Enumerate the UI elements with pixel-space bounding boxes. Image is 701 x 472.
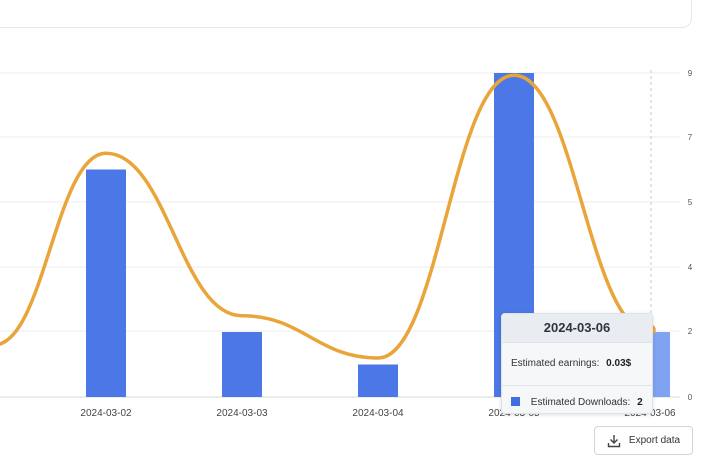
tooltip-downloads-row: Estimated Downloads: 2 xyxy=(502,392,652,414)
tooltip-earnings-label: Estimated earnings: xyxy=(511,358,600,369)
tooltip-date: 2024-03-06 xyxy=(502,314,652,343)
y-axis-tick-label: 4 xyxy=(688,263,693,272)
y-axis-tick-label: 0 xyxy=(688,393,693,402)
y-axis-tick-label: 2 xyxy=(688,327,693,336)
y-axis-tick-label: 5 xyxy=(688,198,693,207)
y-axis-tick-label: 7 xyxy=(688,133,693,142)
bar-2024-03-04 xyxy=(358,364,398,397)
y-axis-tick-label: 9 xyxy=(688,69,693,78)
x-axis-tick-label: 2024-03-03 xyxy=(216,408,268,419)
downloads-swatch-icon xyxy=(511,396,520,406)
tooltip-divider xyxy=(502,385,652,386)
tooltip-downloads-label: Estimated Downloads: xyxy=(530,397,631,408)
bar-2024-03-03 xyxy=(222,332,262,397)
tooltip-downloads-value: 2 xyxy=(637,397,643,408)
earnings-line xyxy=(0,73,652,360)
x-axis-tick-label: 2024-03-02 xyxy=(80,408,132,419)
bar-2024-03-02 xyxy=(86,169,126,397)
tooltip-earnings-value: 0.03$ xyxy=(606,358,632,369)
x-axis-tick-label: 2024-03-04 xyxy=(352,408,404,419)
export-data-label: Export data xyxy=(628,435,681,446)
download-icon xyxy=(607,434,621,448)
tooltip-earnings-row: Estimated earnings: 0.03$ xyxy=(502,353,652,375)
chart-tooltip: 2024-03-06 Estimated earnings: 0.03$ Est… xyxy=(501,313,653,414)
top-card xyxy=(0,0,692,28)
export-data-button[interactable]: Export data xyxy=(594,426,693,455)
